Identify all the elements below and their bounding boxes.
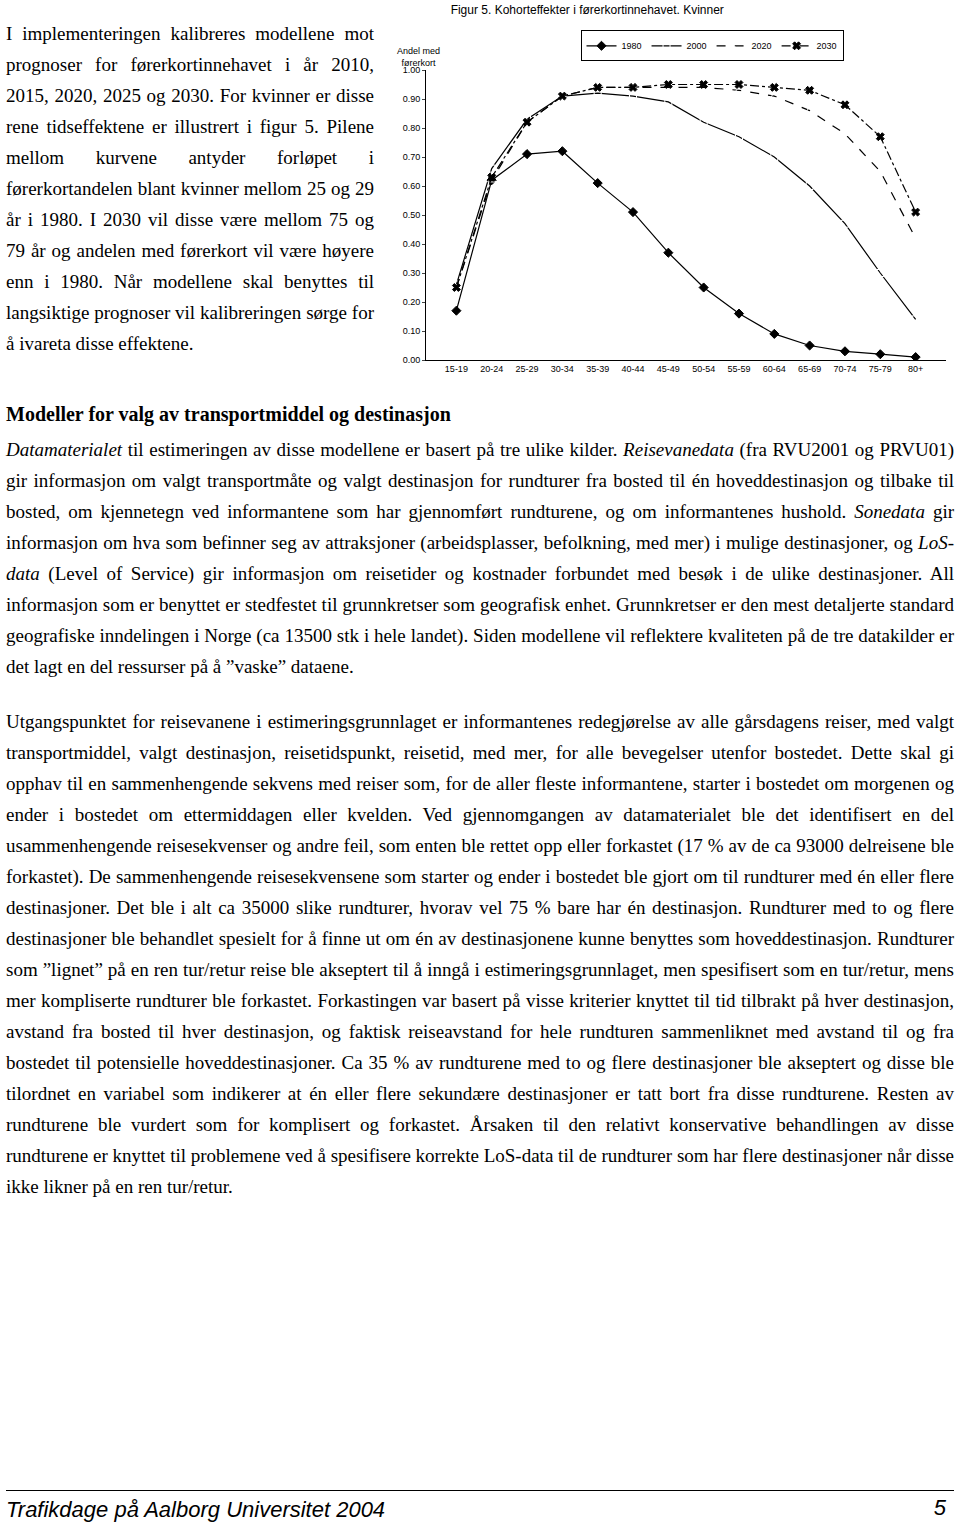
html-text:Modeller for valg av transport: Modeller for valg av transportmiddel og … — [6, 403, 451, 425]
html-text:Datamaterialet til estimeringe: Datamaterialet til estimeringen av disse… — [6, 439, 954, 677]
svg-text:1980: 1980 — [622, 41, 642, 51]
svg-text:65-69: 65-69 — [798, 364, 821, 374]
svg-text:70-74: 70-74 — [833, 364, 856, 374]
svg-text:40-44: 40-44 — [621, 364, 644, 374]
svg-text:15-19: 15-19 — [445, 364, 468, 374]
svg-text:2030: 2030 — [817, 41, 837, 51]
svg-text:60-64: 60-64 — [763, 364, 786, 374]
svg-text:0.50: 0.50 — [403, 210, 421, 220]
svg-text:0.10: 0.10 — [403, 326, 421, 336]
html-text:5: 5 — [933, 1495, 946, 1520]
svg-text:0.60: 0.60 — [403, 181, 421, 191]
html-text:I implementeringen kalibreres: I implementeringen kalibreres modellene … — [6, 23, 374, 354]
svg-text:Andel medførerkort: Andel medførerkort — [397, 46, 440, 68]
svg-text:50-54: 50-54 — [692, 364, 715, 374]
svg-text:0.30: 0.30 — [403, 268, 421, 278]
svg-text:0.70: 0.70 — [403, 152, 421, 162]
svg-text:2000: 2000 — [687, 41, 707, 51]
svg-text:Figur 5. Kohorteffekter i føre: Figur 5. Kohorteffekter i førerkortinneh… — [451, 3, 724, 17]
svg-text:45-49: 45-49 — [657, 364, 680, 374]
svg-text:55-59: 55-59 — [727, 364, 750, 374]
svg-text:0.90: 0.90 — [403, 94, 421, 104]
svg-text:2020: 2020 — [752, 41, 772, 51]
html-text:Utgangspunktet for reisevanene: Utgangspunktet for reisevanene i estimer… — [6, 711, 954, 1197]
svg-text:0.80: 0.80 — [403, 123, 421, 133]
svg-text:75-79: 75-79 — [869, 364, 892, 374]
svg-text:30-34: 30-34 — [551, 364, 574, 374]
svg-text:0.40: 0.40 — [403, 239, 421, 249]
svg-text:35-39: 35-39 — [586, 364, 609, 374]
svg-text:1.00: 1.00 — [403, 65, 421, 75]
svg-text:0.00: 0.00 — [403, 355, 421, 365]
svg-text:0.20: 0.20 — [403, 297, 421, 307]
html-text:Trafikdage på Aalborg Universi: Trafikdage på Aalborg Universitet 2004 — [6, 1497, 386, 1522]
svg-text:80+: 80+ — [908, 364, 923, 374]
svg-text:25-29: 25-29 — [516, 364, 539, 374]
svg-text:20-24: 20-24 — [480, 364, 503, 374]
